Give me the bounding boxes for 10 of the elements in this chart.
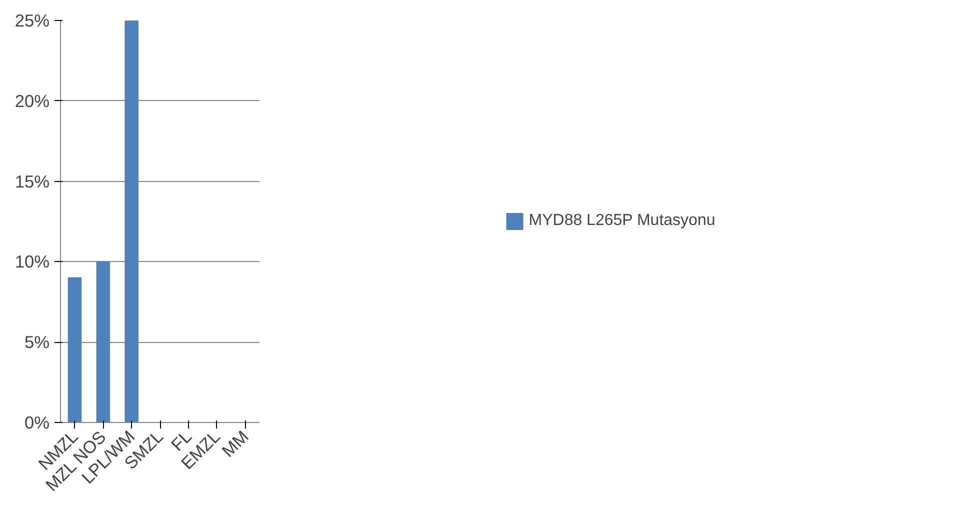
y-tick-label: 5% [24,332,50,352]
bar [96,261,110,422]
y-tick-label: 0% [24,412,50,432]
y-tick-label: 15% [14,171,50,192]
bar [68,277,82,422]
y-tick-label: 10% [14,252,50,272]
y-tick-label: 20% [14,90,50,111]
bar [124,20,138,422]
legend-label: MYD88 L265P Mutasyonu [528,212,716,230]
y-tick-label: 25% [14,10,50,30]
